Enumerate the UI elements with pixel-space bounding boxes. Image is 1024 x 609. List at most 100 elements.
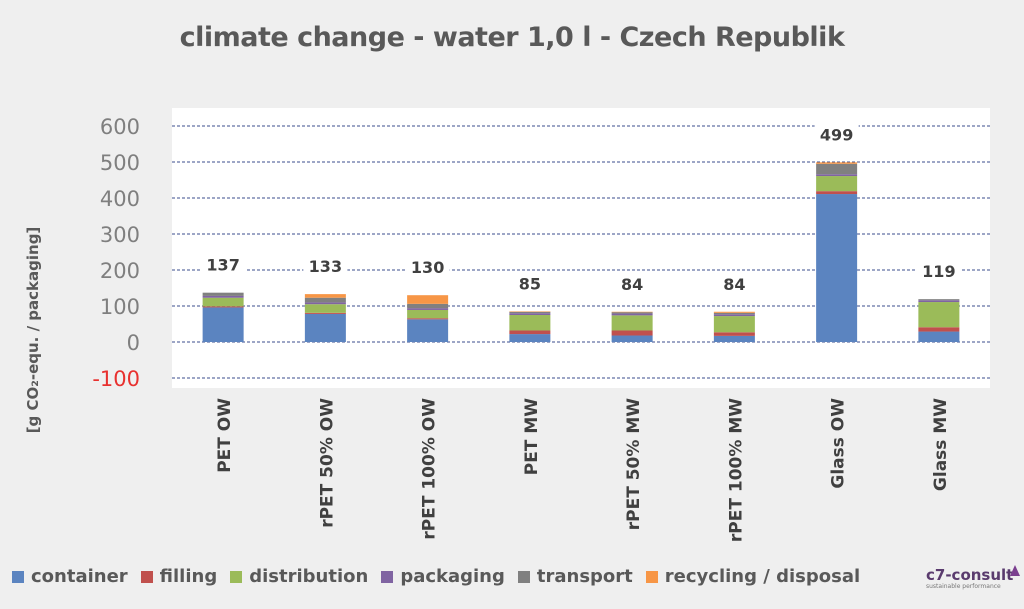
bar-segment xyxy=(304,302,346,305)
bar-segment xyxy=(713,335,755,342)
x-tick-label: Glass MW xyxy=(931,398,951,491)
total-label: 137 xyxy=(206,256,239,275)
y-tick-label: 600 xyxy=(100,115,140,139)
total-label-bg xyxy=(507,272,552,297)
legend-label: packaging xyxy=(400,566,505,587)
bar-segment xyxy=(918,327,960,332)
bar-segment xyxy=(509,330,551,335)
legend-label: container xyxy=(31,566,128,587)
total-label: 84 xyxy=(723,275,745,294)
y-tick-label: 300 xyxy=(100,223,140,247)
bar-segment xyxy=(713,314,755,317)
total-label-bg xyxy=(814,123,859,148)
bar-segment xyxy=(611,311,653,313)
bar-segment xyxy=(816,191,858,195)
legend-label: transport xyxy=(536,566,633,587)
bar-segment xyxy=(816,163,858,175)
bar-segment xyxy=(407,295,449,304)
bar-segment xyxy=(816,194,858,342)
total-label-bg xyxy=(712,272,757,297)
bar-segment xyxy=(202,295,244,298)
bar-segment xyxy=(202,307,244,342)
y-tick-label: -100 xyxy=(92,367,140,391)
total-label: 85 xyxy=(519,274,541,293)
y-tick-label: 500 xyxy=(100,151,140,175)
legend-swatch xyxy=(645,570,658,583)
chart-title: climate change - water 1,0 l - Czech Rep… xyxy=(179,22,845,53)
bar-segment xyxy=(713,312,755,315)
bar-segment xyxy=(304,304,346,313)
legend-swatch xyxy=(12,570,24,583)
legend-label: recycling / disposal xyxy=(664,566,861,587)
bar-segment xyxy=(611,312,653,314)
x-tick-label: PET OW xyxy=(215,398,235,473)
total-label-bg xyxy=(916,260,961,285)
legend-item: container xyxy=(12,566,128,587)
bar-segment xyxy=(918,331,960,342)
bar-segment xyxy=(202,297,244,307)
legend-item: recycling / disposal xyxy=(645,566,861,587)
bar-segment xyxy=(816,174,858,177)
total-label: 499 xyxy=(820,125,853,144)
total-label-bg xyxy=(201,253,246,278)
bar-segment xyxy=(407,303,449,309)
legend-label: distribution xyxy=(249,566,369,587)
legend-swatch xyxy=(230,570,243,583)
legend-item: filling xyxy=(140,566,218,587)
bar-segment xyxy=(509,315,551,331)
x-tick-label: rPET 100% MW xyxy=(726,398,746,542)
total-label-bg xyxy=(405,256,450,281)
logo-text: c7-consult xyxy=(926,566,1014,584)
total-label: 119 xyxy=(922,262,955,281)
bar-segment xyxy=(304,312,346,314)
plot-background xyxy=(172,108,990,388)
total-label: 84 xyxy=(621,275,643,294)
x-tick-label: rPET 50% MW xyxy=(624,398,644,530)
bar-segment xyxy=(509,311,551,314)
x-tick-label: rPET 100% OW xyxy=(420,398,440,540)
y-tick-label: 100 xyxy=(100,295,140,319)
bar-segment xyxy=(611,335,653,342)
bar-segment xyxy=(407,318,449,320)
chart-area: 600 500 400 300 200 100 0 -100 137 133 130 85 84 84 4… xyxy=(92,108,990,542)
legend-label: filling xyxy=(159,566,218,587)
bar-segment xyxy=(611,313,653,316)
legend-swatch xyxy=(140,570,153,583)
legend-item: packaging xyxy=(381,566,505,587)
legend-item: transport xyxy=(517,566,633,587)
x-tick-label: PET MW xyxy=(522,398,542,476)
x-tick-label: Glass OW xyxy=(829,398,849,489)
bar-segment xyxy=(304,297,346,303)
bar-segment xyxy=(407,308,449,310)
bar-segment xyxy=(816,162,858,164)
legend: container filling distribution packaging tra… xyxy=(12,566,873,587)
bar-segment xyxy=(407,309,449,319)
logo-tagline: sustainable performance xyxy=(926,583,1001,590)
total-label-bg xyxy=(610,272,655,297)
bar-segment xyxy=(918,302,960,328)
y-tick-label: 0 xyxy=(127,331,140,355)
total-label-bg xyxy=(303,255,348,280)
company-logo: c7-consult sustainable performance xyxy=(926,565,1022,606)
bar-segment xyxy=(509,311,551,312)
bar-segment xyxy=(918,299,960,301)
bar-segment xyxy=(713,332,755,336)
bar-segment xyxy=(918,300,960,303)
bar-segment xyxy=(304,313,346,342)
total-label: 133 xyxy=(309,257,342,276)
bar-segment xyxy=(202,306,244,308)
legend-swatch xyxy=(381,570,394,583)
bar-segment xyxy=(611,315,653,331)
legend-item: distribution xyxy=(230,566,368,587)
bar-segment xyxy=(713,311,755,313)
y-tick-label: 400 xyxy=(100,187,140,211)
logo-mark-icon xyxy=(1010,565,1020,576)
bar-segment xyxy=(611,330,653,336)
total-label: 130 xyxy=(411,258,444,277)
bar-segment xyxy=(713,316,755,333)
bar-segment xyxy=(816,176,858,192)
bar-segment xyxy=(509,334,551,342)
y-tick-label: 200 xyxy=(100,259,140,283)
bar-segment xyxy=(509,313,551,315)
legend-swatch xyxy=(517,570,530,583)
